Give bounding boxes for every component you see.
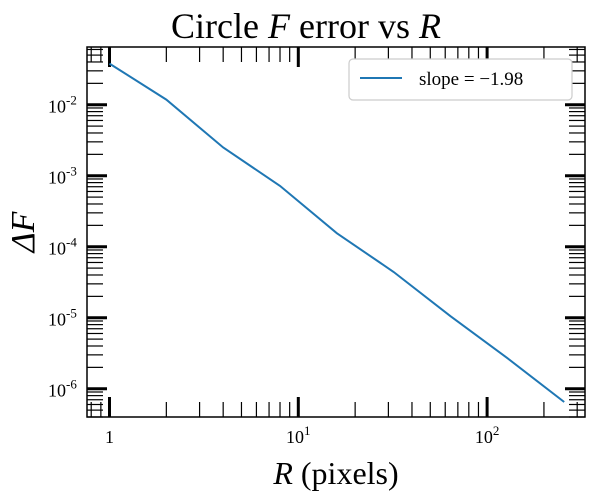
y-axis-label: ΔF <box>5 210 42 254</box>
legend-label: slope = −1.98 <box>419 69 523 90</box>
x-axis-label: R (pixels) <box>272 455 398 491</box>
chart-title-part: error vs <box>290 6 419 46</box>
series-line <box>110 64 565 402</box>
chart-title-part: Circle <box>171 6 268 46</box>
axis-ticks: 1 101 102 10-2 10-3 10-4 10-5 10-6 <box>48 47 585 447</box>
x-axis-label-part: R <box>272 455 293 491</box>
y-tick-label: 10-5 <box>48 306 77 330</box>
chart-title: Circle F error vs R <box>171 6 441 46</box>
chart-title-part: F <box>267 6 291 46</box>
y-tick-label: 10-3 <box>48 164 77 188</box>
x-axis-label-part: (pixels) <box>293 455 399 491</box>
y-tick-label: 10-4 <box>48 235 77 259</box>
plot-series <box>110 64 565 402</box>
x-tick-label: 101 <box>286 423 311 447</box>
y-tick-label: 10-6 <box>48 377 77 401</box>
legend: slope = −1.98 <box>349 59 572 100</box>
x-tick-label: 102 <box>475 423 500 447</box>
chart-title-part: R <box>418 6 441 46</box>
x-tick-label: 1 <box>105 427 114 447</box>
y-tick-label: 10-2 <box>48 93 77 117</box>
